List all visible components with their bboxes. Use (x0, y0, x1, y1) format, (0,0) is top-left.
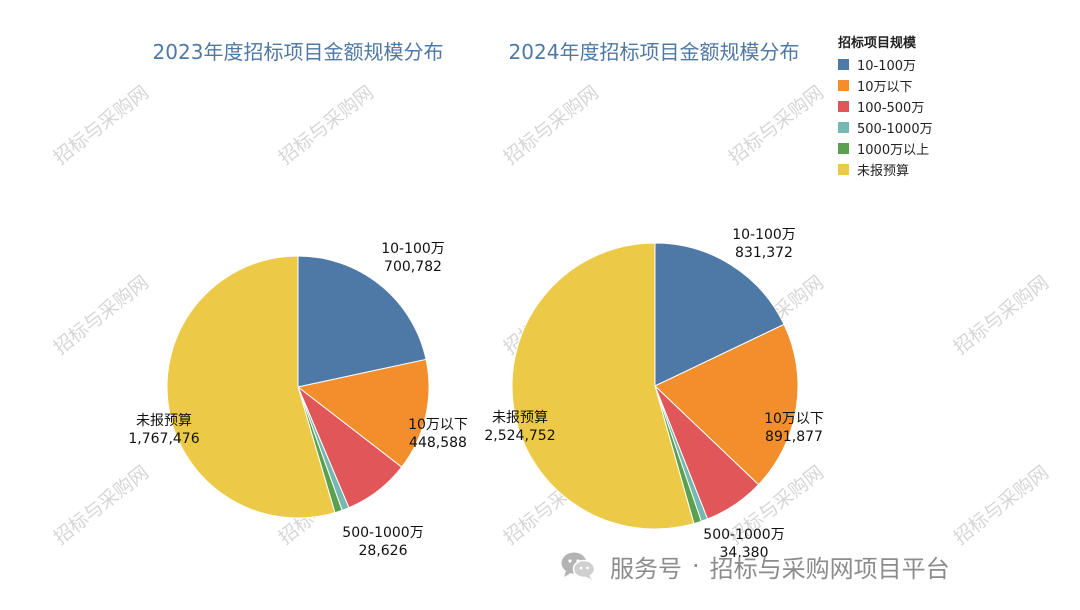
data-label: 500-1000万 28,626 (342, 525, 423, 559)
watermark-text: 招标与采购网 (50, 82, 153, 170)
watermark-text: 招标与采购网 (50, 272, 153, 360)
legend-label: 500-1000万 (857, 122, 933, 137)
legend-label: 100-500万 (857, 101, 925, 116)
chart-legend: 招标项目规模 10-100万 10万以下 100-500万 500-1000万 … (838, 32, 933, 180)
data-label: 未报预算 1,767,476 (128, 413, 199, 447)
wechat-icon (561, 552, 596, 580)
watermark-text: 招标与采购网 (500, 82, 603, 170)
legend-label: 10-100万 (857, 59, 917, 74)
legend-item: 100-500万 (838, 96, 933, 117)
legend-item: 未报预算 (838, 159, 933, 180)
data-label: 未报预算 2,524,752 (484, 410, 555, 444)
pie-slice (296, 358, 430, 468)
pie-slice (511, 242, 695, 530)
watermark-text: 招标与采购网 (725, 82, 828, 170)
legend-swatch (838, 80, 849, 91)
pie-slice (297, 255, 427, 388)
legend-label: 未报预算 (857, 164, 910, 179)
pie-slice (166, 255, 336, 519)
data-label: 10-100万 831,372 (732, 227, 796, 261)
legend-item: 500-1000万 (838, 117, 933, 138)
footer-account-name: 招标与采购网项目平台 (709, 554, 950, 583)
legend-item: 10-100万 (838, 54, 933, 75)
legend-label: 10万以下 (857, 80, 913, 95)
legend-item: 10万以下 (838, 75, 933, 96)
legend-swatch (838, 143, 849, 154)
footer-separator: · (692, 552, 700, 580)
legend-label: 1000万以上 (857, 143, 930, 158)
watermark-text: 招标与采购网 (950, 272, 1053, 360)
legend-swatch (838, 59, 849, 70)
data-label: 10万以下 448,588 (408, 417, 468, 451)
chart-title-2023: 2023年度招标项目金额规模分布 (152, 40, 444, 64)
legend-swatch (838, 122, 849, 133)
data-label: 500-1000万 34,380 (703, 527, 784, 561)
footer-watermark: 服务号 · 招标与采购网项目平台 (560, 546, 950, 586)
watermark-text: 招标与采购网 (50, 462, 153, 550)
legend-swatch (838, 101, 849, 112)
legend-item: 1000万以上 (838, 138, 933, 159)
pie-slice (654, 242, 785, 387)
data-label: 10-100万 700,782 (381, 241, 445, 275)
pie-slice (654, 323, 799, 486)
chart-title-2024: 2024年度招标项目金额规模分布 (508, 40, 800, 64)
footer-prefix: 服务号 (610, 554, 682, 583)
data-label: 10万以下 891,877 (764, 411, 824, 445)
legend-swatch (838, 164, 849, 175)
watermark-text: 招标与采购网 (275, 82, 378, 170)
legend-title: 招标项目规模 (838, 36, 917, 51)
watermark-text: 招标与采购网 (950, 462, 1053, 550)
